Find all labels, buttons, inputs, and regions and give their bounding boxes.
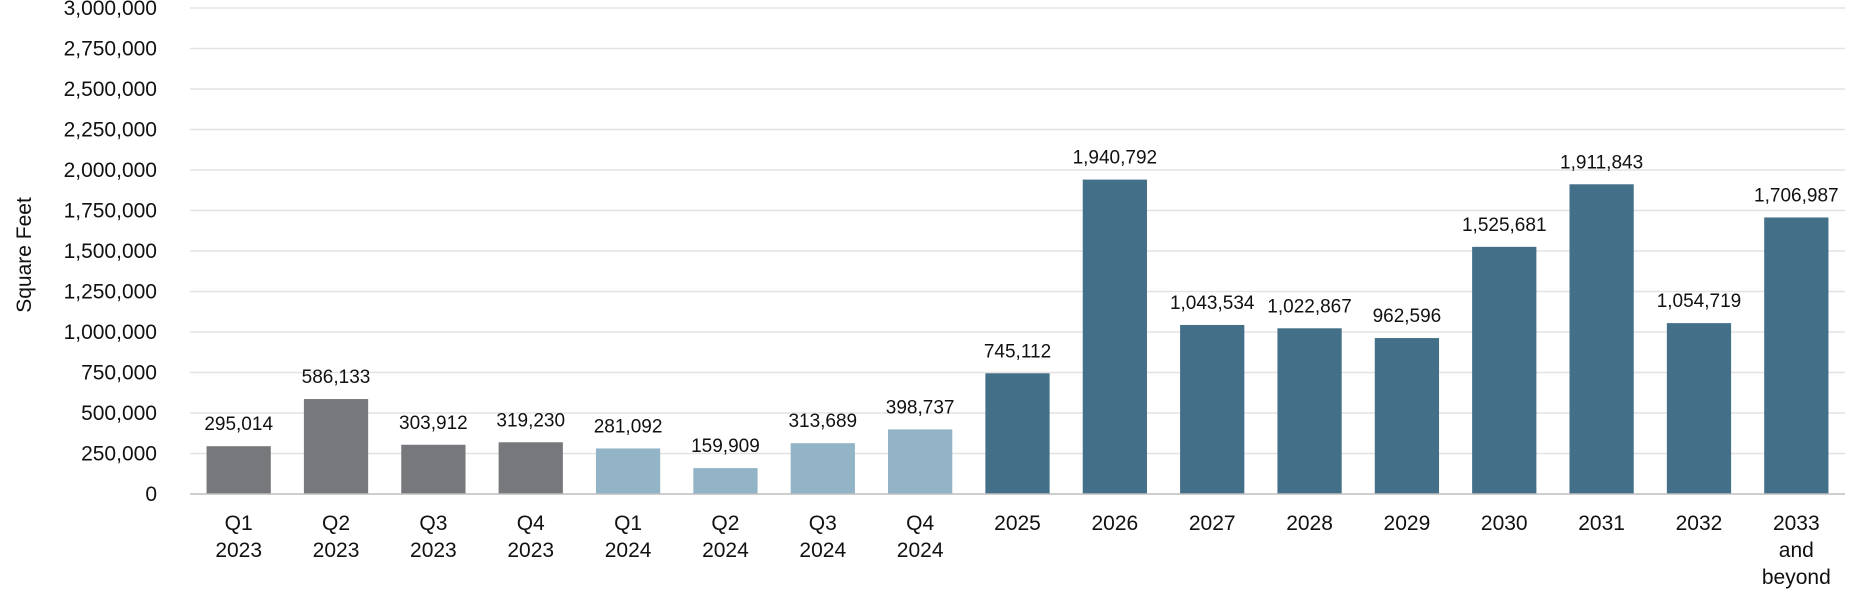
y-tick-label: 3,000,000: [64, 0, 157, 20]
bar: [401, 444, 466, 494]
bar: [498, 442, 563, 494]
data-label: 159,909: [691, 436, 760, 457]
y-axis-title: Square Feet: [13, 197, 36, 313]
data-label: 1,706,987: [1754, 185, 1839, 206]
bar: [1666, 323, 1732, 494]
x-tick-label: 2028: [1286, 512, 1333, 535]
x-tick-label: 2027: [1189, 512, 1236, 535]
x-tick-label: Q1 2024: [605, 512, 652, 562]
bars: [206, 179, 1829, 495]
y-tick-label: 2,500,000: [64, 78, 157, 101]
bar: [303, 399, 369, 494]
bar: [1569, 184, 1634, 494]
x-tick-label: 2032: [1676, 512, 1723, 535]
x-tick-label: Q3 2023: [410, 512, 457, 562]
x-tick-label: Q1 2023: [215, 512, 262, 562]
data-label: 1,940,792: [1073, 148, 1158, 169]
y-axis-ticks: 0 250,000 500,000 750,000 1,000,000 1,250,000…: [64, 0, 157, 506]
x-axis-ticks: Q1 2023 Q2 2023 Q3 2023 Q4 2023 Q1 2024 Q2 2024 Q3 20…: [215, 512, 1830, 589]
x-tick-label: 2025: [994, 512, 1041, 535]
data-label: 319,230: [496, 410, 565, 431]
data-label: 1,022,867: [1267, 296, 1352, 317]
y-tick-label: 0: [145, 483, 157, 506]
y-tick-label: 1,000,000: [64, 321, 157, 344]
y-tick-label: 1,750,000: [64, 200, 157, 223]
bar: [693, 468, 758, 494]
x-tick-label: 2033 and beyond: [1762, 512, 1831, 589]
data-label: 313,689: [788, 411, 857, 432]
bar: [1472, 246, 1537, 494]
x-tick-label: Q2 2024: [702, 512, 749, 562]
bar: [1277, 328, 1342, 494]
y-tick-label: 500,000: [81, 402, 157, 425]
data-label: 303,912: [399, 413, 468, 434]
x-tick-label: 2031: [1578, 512, 1625, 535]
data-label: 586,133: [302, 367, 371, 388]
data-label: 962,596: [1373, 306, 1442, 327]
x-tick-label: 2029: [1384, 512, 1431, 535]
data-label: 398,737: [886, 397, 955, 418]
data-label: 1,043,534: [1170, 293, 1255, 314]
bar: [1180, 324, 1245, 494]
bar: [1764, 217, 1829, 494]
x-tick-label: 2030: [1481, 512, 1528, 535]
data-label: 1,054,719: [1657, 291, 1742, 312]
data-labels: 295,014 586,133 303,912 319,230 281,092 159,9…: [204, 148, 1838, 458]
y-tick-label: 1,500,000: [64, 240, 157, 263]
y-tick-label: 1,250,000: [64, 281, 157, 304]
bar: [1374, 338, 1440, 494]
data-label: 295,014: [204, 414, 273, 435]
y-tick-label: 2,000,000: [64, 159, 157, 182]
bar: [790, 443, 855, 494]
x-tick-label: Q3 2024: [799, 512, 846, 562]
y-tick-label: 250,000: [81, 443, 157, 466]
y-tick-label: 2,250,000: [64, 119, 157, 142]
x-tick-label: Q4 2024: [897, 512, 944, 562]
y-tick-label: 2,750,000: [64, 38, 157, 61]
data-label: 745,112: [984, 341, 1051, 362]
bar: [985, 373, 1050, 494]
bar: [595, 448, 661, 494]
data-label: 1,911,843: [1560, 152, 1643, 173]
bar: [888, 429, 953, 494]
bar: [1082, 179, 1147, 495]
data-label: 281,092: [594, 416, 663, 437]
data-label: 1,525,681: [1462, 215, 1547, 236]
y-tick-label: 750,000: [81, 362, 157, 385]
x-tick-label: Q4 2023: [507, 512, 554, 562]
x-tick-label: 2026: [1091, 512, 1138, 535]
bar: [206, 446, 271, 494]
gridlines: [190, 7, 1845, 455]
x-tick-label: Q2 2023: [313, 512, 360, 562]
